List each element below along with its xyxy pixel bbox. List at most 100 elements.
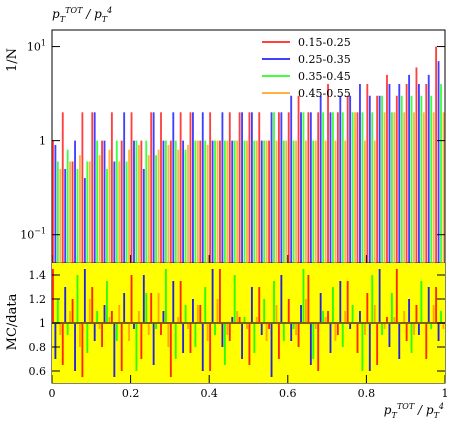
bar-0.35-0.45-11 [164, 140, 167, 263]
ratio-bar-0.15-0.25-31 [356, 323, 359, 353]
bar-0.35-0.45-25 [302, 112, 305, 263]
bar-0.45-0.55-39 [442, 112, 445, 263]
bar-0.35-0.45-5 [106, 168, 108, 263]
bar-0.25-0.35-33 [378, 95, 381, 263]
ratio-bar-0.45-0.55-39 [442, 323, 445, 329]
ratio-bar-0.45-0.55-12 [177, 317, 180, 323]
ratio-bar-0.45-0.55-4 [98, 323, 101, 329]
bar-0.25-0.35-16 [211, 140, 214, 263]
bar-0.15-0.25-15 [199, 140, 202, 263]
bar-0.45-0.55-17 [226, 140, 229, 263]
ratio-bar-0.45-0.55-25 [304, 299, 307, 323]
ratio-bar-0.25-0.35-12 [172, 281, 175, 323]
bar-0.35-0.45-9 [145, 140, 148, 263]
x-tick-label: 0.4 [200, 387, 218, 400]
bar-0.15-0.25-36 [405, 83, 408, 264]
bar-0.25-0.35-20 [250, 112, 253, 263]
ratio-bar-0.45-0.55-20 [255, 317, 258, 323]
ratio-bar-0.35-0.45-2 [76, 275, 79, 323]
bar-0.25-0.35-1 [64, 168, 67, 263]
bar-0.25-0.35-10 [152, 112, 155, 263]
bar-0.25-0.35-25 [300, 112, 302, 263]
ratio-bar-0.35-0.45-3 [86, 323, 89, 353]
ratio-bar-0.25-0.35-7 [123, 293, 126, 323]
bar-0.35-0.45-24 [292, 140, 295, 263]
top-y-tick-label: 1 [39, 135, 46, 148]
ratio-bar-0.35-0.45-38 [430, 323, 433, 329]
ratio-bar-0.45-0.55-35 [403, 311, 406, 323]
ratio-bar-0.15-0.25-19 [238, 317, 241, 323]
ratio-bar-0.35-0.45-33 [381, 323, 383, 335]
bar-0.35-0.45-1 [66, 149, 69, 263]
bar-0.45-0.55-24 [295, 140, 298, 263]
bar-0.15-0.25-28 [327, 83, 329, 264]
ratio-bar-0.45-0.55-28 [334, 323, 337, 341]
bar-0.45-0.55-15 [206, 144, 209, 263]
bar-0.15-0.25-19 [238, 112, 241, 263]
ratio-bar-0.25-0.35-15 [201, 323, 204, 371]
ratio-bar-0.45-0.55-15 [206, 323, 209, 341]
bar-0.25-0.35-17 [221, 112, 224, 263]
bar-0.25-0.35-37 [417, 83, 420, 264]
ratio-bar-0.35-0.45-29 [341, 323, 344, 347]
x-tick-label: 1 [442, 387, 449, 400]
bar-0.25-0.35-32 [368, 95, 371, 263]
x-tick-label: 0.6 [279, 387, 297, 400]
ratio-bar-0.35-0.45-34 [390, 293, 393, 323]
bar-0.15-0.25-18 [228, 112, 231, 263]
bar-0.25-0.35-29 [339, 95, 342, 263]
bar-0.35-0.45-13 [184, 149, 187, 263]
bar-0.35-0.45-16 [214, 140, 216, 263]
bar-0.35-0.45-33 [381, 95, 383, 263]
ratio-bar-0.15-0.25-26 [307, 275, 310, 323]
bar-0.45-0.55-36 [413, 112, 415, 263]
ratio-bar-0.35-0.45-25 [302, 269, 305, 323]
bar-0.15-0.25-14 [189, 112, 192, 263]
ratio-bar-0.15-0.25-21 [258, 287, 261, 323]
ratio-bar-0.15-0.25-27 [317, 323, 320, 371]
bar-0.45-0.55-21 [265, 140, 268, 263]
bar-0.25-0.35-30 [349, 95, 352, 263]
bar-0.15-0.25-8 [130, 112, 133, 263]
ratio-bar-0.45-0.55-5 [108, 317, 111, 323]
ratio-bar-0.45-0.55-29 [344, 311, 347, 323]
ratio-bar-0.25-0.35-31 [359, 311, 361, 323]
ratio-bar-0.35-0.45-26 [312, 323, 315, 359]
ratio-bar-0.25-0.35-37 [417, 323, 420, 335]
ratio-bar-0.25-0.35-20 [250, 287, 253, 323]
bar-0.35-0.45-2 [76, 168, 79, 263]
ratio-bar-0.45-0.55-3 [88, 299, 91, 323]
bar-0.45-0.55-20 [255, 140, 258, 263]
ratio-bar-0.45-0.55-38 [432, 305, 435, 323]
bar-0.35-0.45-8 [135, 140, 138, 263]
ratio-bar-0.35-0.45-24 [292, 323, 295, 329]
bar-0.45-0.55-29 [344, 140, 347, 263]
bar-0.45-0.55-9 [147, 155, 150, 263]
ratio-bar-0.15-0.25-23 [277, 323, 280, 359]
bar-0.25-0.35-14 [192, 112, 194, 263]
bar-0.15-0.25-4 [91, 112, 94, 263]
bar-0.25-0.35-3 [83, 178, 86, 263]
ratio-bar-0.25-0.35-14 [192, 299, 194, 323]
bar-0.45-0.55-34 [393, 112, 396, 263]
bar-0.35-0.45-27 [322, 112, 325, 263]
ratio-bar-0.35-0.45-0 [56, 299, 59, 323]
bar-0.35-0.45-4 [96, 140, 99, 263]
chart-title: pTTOT / pT4 [52, 6, 112, 24]
ratio-bar-0.25-0.35-6 [113, 323, 116, 377]
bar-0.25-0.35-22 [270, 112, 273, 263]
bar-0.15-0.25-37 [415, 67, 418, 264]
bar-0.25-0.35-0 [54, 144, 57, 263]
ratio-bar-0.35-0.45-12 [174, 323, 177, 359]
bar-0.15-0.25-29 [336, 112, 339, 263]
bar-0.45-0.55-30 [354, 112, 356, 263]
ratio-bar-0.15-0.25-39 [435, 287, 438, 323]
ratio-bar-0.25-0.35-13 [182, 323, 185, 353]
ratio-bar-0.15-0.25-3 [81, 323, 84, 377]
ratio-bar-0.25-0.35-19 [241, 323, 243, 359]
bar-0.35-0.45-0 [56, 161, 59, 263]
ratio-bar-0.35-0.45-21 [263, 299, 266, 323]
ratio-bar-0.45-0.55-24 [295, 323, 298, 335]
bar-0.35-0.45-34 [390, 112, 393, 263]
bar-0.25-0.35-26 [309, 112, 312, 263]
